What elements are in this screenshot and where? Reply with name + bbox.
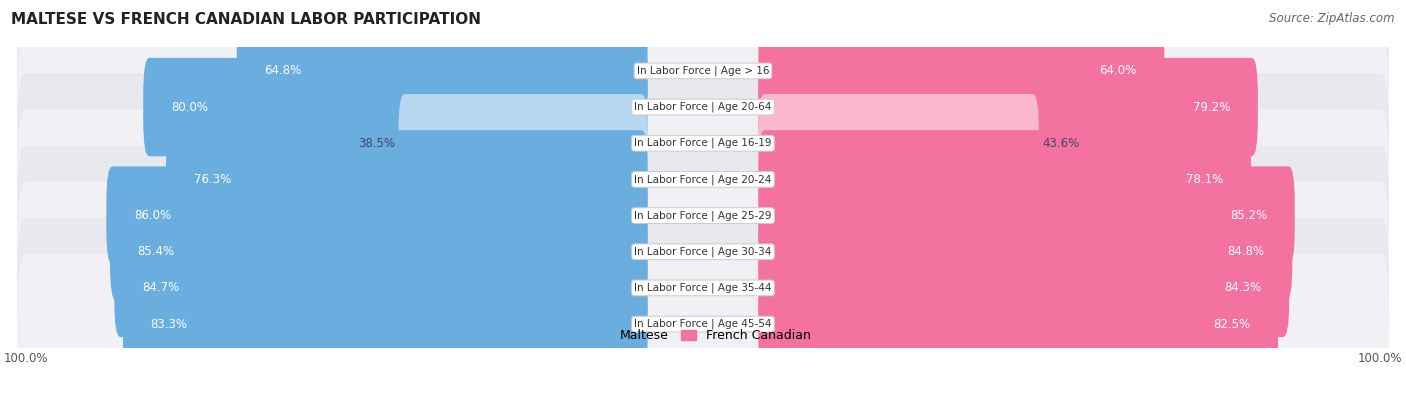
- Text: 64.0%: 64.0%: [1099, 64, 1136, 77]
- FancyBboxPatch shape: [758, 130, 1251, 229]
- Text: In Labor Force | Age 35-44: In Labor Force | Age 35-44: [634, 283, 772, 293]
- Text: 84.7%: 84.7%: [142, 281, 179, 294]
- Text: In Labor Force | Age 16-19: In Labor Force | Age 16-19: [634, 138, 772, 149]
- Text: 76.3%: 76.3%: [194, 173, 231, 186]
- Text: In Labor Force | Age 20-24: In Labor Force | Age 20-24: [634, 174, 772, 185]
- Text: Source: ZipAtlas.com: Source: ZipAtlas.com: [1270, 12, 1395, 25]
- Text: MALTESE VS FRENCH CANADIAN LABOR PARTICIPATION: MALTESE VS FRENCH CANADIAN LABOR PARTICI…: [11, 12, 481, 27]
- FancyBboxPatch shape: [758, 203, 1292, 301]
- FancyBboxPatch shape: [17, 145, 1389, 286]
- Text: 84.3%: 84.3%: [1225, 281, 1261, 294]
- Text: 84.8%: 84.8%: [1227, 245, 1264, 258]
- Text: 80.0%: 80.0%: [172, 101, 208, 114]
- Text: 83.3%: 83.3%: [150, 318, 187, 331]
- Text: 85.4%: 85.4%: [138, 245, 174, 258]
- Text: 82.5%: 82.5%: [1213, 318, 1250, 331]
- FancyBboxPatch shape: [758, 94, 1039, 192]
- Text: In Labor Force | Age > 16: In Labor Force | Age > 16: [637, 66, 769, 76]
- Text: In Labor Force | Age 45-54: In Labor Force | Age 45-54: [634, 319, 772, 329]
- FancyBboxPatch shape: [758, 275, 1278, 373]
- Text: 38.5%: 38.5%: [359, 137, 395, 150]
- Legend: Maltese, French Canadian: Maltese, French Canadian: [591, 324, 815, 347]
- FancyBboxPatch shape: [114, 239, 648, 337]
- Text: 85.2%: 85.2%: [1230, 209, 1267, 222]
- FancyBboxPatch shape: [166, 130, 648, 229]
- FancyBboxPatch shape: [236, 22, 648, 120]
- FancyBboxPatch shape: [107, 166, 648, 265]
- Text: In Labor Force | Age 20-64: In Labor Force | Age 20-64: [634, 102, 772, 112]
- FancyBboxPatch shape: [758, 58, 1258, 156]
- FancyBboxPatch shape: [17, 109, 1389, 250]
- Text: 79.2%: 79.2%: [1192, 101, 1230, 114]
- Text: 78.1%: 78.1%: [1187, 173, 1223, 186]
- Text: In Labor Force | Age 25-29: In Labor Force | Age 25-29: [634, 210, 772, 221]
- FancyBboxPatch shape: [17, 1, 1389, 141]
- FancyBboxPatch shape: [143, 58, 648, 156]
- FancyBboxPatch shape: [398, 94, 648, 192]
- Text: In Labor Force | Age 30-34: In Labor Force | Age 30-34: [634, 246, 772, 257]
- FancyBboxPatch shape: [17, 37, 1389, 177]
- Text: 64.8%: 64.8%: [264, 64, 302, 77]
- FancyBboxPatch shape: [122, 275, 648, 373]
- FancyBboxPatch shape: [110, 203, 648, 301]
- Text: 86.0%: 86.0%: [134, 209, 172, 222]
- FancyBboxPatch shape: [17, 254, 1389, 394]
- FancyBboxPatch shape: [758, 22, 1164, 120]
- FancyBboxPatch shape: [17, 182, 1389, 322]
- FancyBboxPatch shape: [758, 239, 1289, 337]
- FancyBboxPatch shape: [17, 73, 1389, 213]
- FancyBboxPatch shape: [17, 218, 1389, 358]
- FancyBboxPatch shape: [758, 166, 1295, 265]
- Text: 43.6%: 43.6%: [1042, 137, 1080, 150]
